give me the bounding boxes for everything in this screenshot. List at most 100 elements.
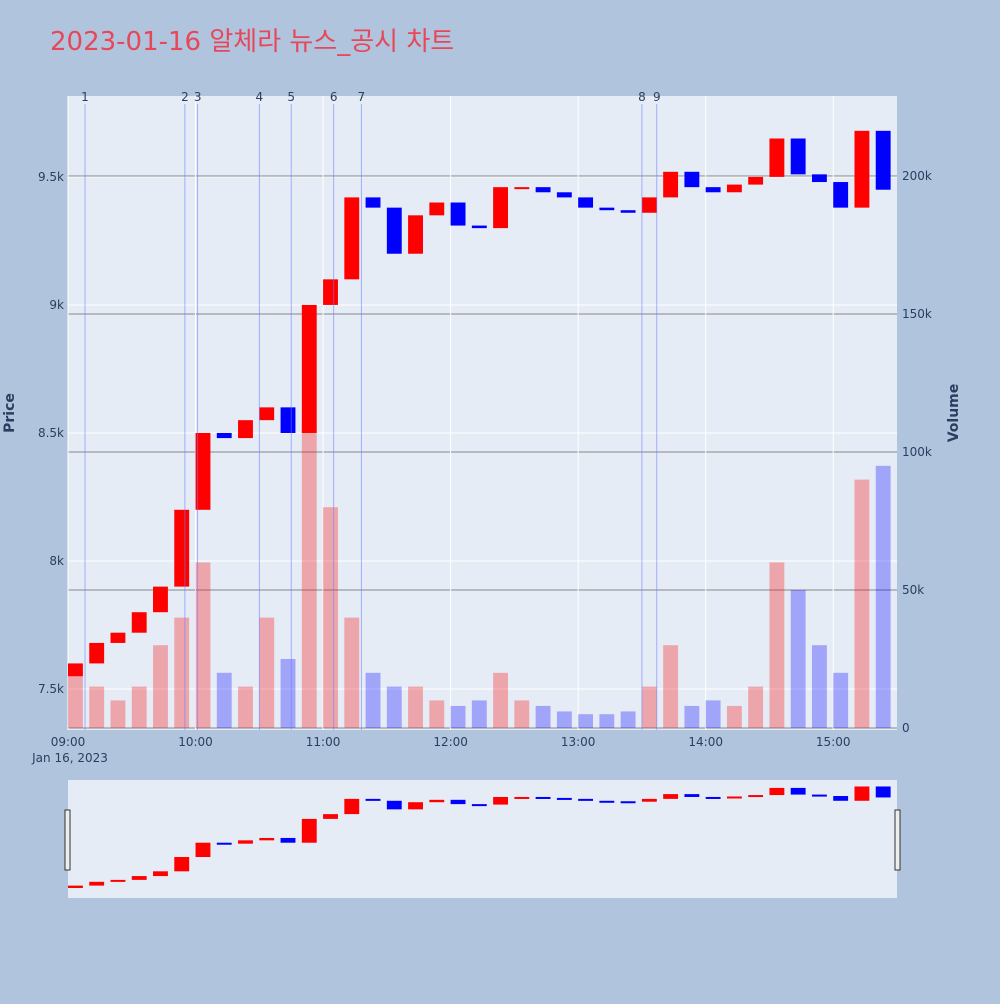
mini-candle	[344, 798, 360, 815]
volume-bar	[514, 700, 530, 728]
candle	[811, 174, 827, 183]
candle	[323, 279, 338, 305]
y-tick-label: 8.5k	[38, 426, 64, 440]
mini-candle	[854, 786, 870, 801]
candle	[854, 130, 870, 208]
volume-bar	[408, 686, 423, 728]
candle	[599, 207, 615, 211]
candle	[514, 187, 530, 190]
candle	[153, 586, 168, 613]
candle	[344, 197, 360, 280]
y-tick-label: 7.5k	[38, 682, 64, 696]
volume-bar	[68, 672, 83, 728]
candle	[68, 663, 83, 677]
volume-bar	[174, 617, 190, 728]
volume-bar	[684, 705, 700, 728]
candle	[301, 304, 317, 433]
volume-bar	[386, 686, 402, 728]
mini-candle	[535, 796, 551, 799]
mini-candle	[174, 857, 190, 872]
volume-bar	[131, 686, 147, 728]
volume-bar	[790, 590, 806, 728]
candle	[875, 130, 891, 190]
news-label: 5	[287, 90, 295, 104]
news-label: 6	[330, 90, 338, 104]
y2-tick-label: 150k	[902, 307, 932, 321]
mini-candle	[684, 794, 700, 797]
mini-candle	[110, 879, 126, 882]
volume-bar	[620, 711, 636, 728]
candle	[578, 197, 594, 208]
news-label: 7	[358, 90, 366, 104]
volume-bar	[875, 465, 891, 728]
candle	[705, 187, 721, 193]
news-label: 8	[638, 90, 646, 104]
candle	[535, 187, 551, 193]
y2-tick-label: 0	[902, 721, 910, 735]
candle	[556, 192, 572, 198]
volume-bar	[556, 711, 572, 728]
candle	[195, 432, 211, 510]
mini-candle	[641, 798, 657, 802]
mini-candle	[769, 787, 785, 796]
news-label: 9	[653, 90, 661, 104]
mini-candle	[620, 801, 636, 804]
mini-candle	[450, 799, 466, 805]
mini-candle	[599, 800, 615, 803]
news-label: 3	[194, 90, 202, 104]
y-tick-label: 9.5k	[38, 170, 64, 184]
mini-candle	[578, 798, 594, 801]
x-tick-label: 10:00	[178, 735, 213, 749]
mini-candle	[323, 814, 338, 819]
volume-bar	[259, 617, 275, 728]
candle	[174, 509, 190, 587]
x-tick-label: 11:00	[306, 735, 341, 749]
range-slider[interactable]	[68, 780, 897, 898]
candle	[833, 182, 849, 208]
news-label: 2	[181, 90, 189, 104]
mini-candle	[386, 800, 402, 810]
x-tick-label: 13:00	[561, 735, 596, 749]
volume-bar	[450, 705, 466, 728]
candle	[238, 420, 253, 439]
candle	[450, 202, 466, 226]
mini-candle	[833, 796, 849, 801]
candle	[408, 215, 423, 254]
candle	[280, 407, 296, 433]
mini-candle	[89, 881, 105, 886]
slider-handle[interactable]	[64, 809, 71, 871]
slider-handle[interactable]	[894, 809, 901, 871]
candle	[493, 187, 509, 229]
candle	[726, 184, 742, 193]
news-label: 4	[255, 90, 263, 104]
mini-candle	[875, 786, 891, 798]
candle	[663, 171, 679, 198]
x-tick-label: 09:00	[51, 735, 86, 749]
volume-bar	[216, 672, 232, 728]
mini-candle	[259, 837, 275, 841]
volume-bar	[195, 562, 211, 728]
candle	[748, 176, 764, 185]
candle	[216, 432, 232, 439]
volume-bar	[599, 714, 615, 728]
candle	[769, 138, 785, 177]
chart-title: 2023-01-16 알체라 뉴스_공시 차트	[50, 27, 454, 57]
volume-bar	[493, 672, 509, 728]
volume-bar	[663, 645, 679, 728]
mini-candle	[153, 871, 168, 877]
candle	[89, 642, 105, 664]
volume-bar	[153, 645, 168, 728]
y2-tick-label: 200k	[902, 169, 932, 183]
x-sublabel: Jan 16, 2023	[31, 751, 108, 765]
mini-candle	[663, 794, 679, 799]
volume-bar	[641, 686, 657, 728]
mini-candle	[556, 797, 572, 800]
volume-bar	[535, 705, 551, 728]
y2-tick-label: 100k	[902, 445, 932, 459]
mini-candle	[705, 796, 721, 799]
x-tick-label: 14:00	[688, 735, 723, 749]
candle	[620, 210, 636, 213]
candle	[684, 171, 700, 188]
candle	[790, 138, 806, 175]
volume-bar	[578, 714, 594, 728]
